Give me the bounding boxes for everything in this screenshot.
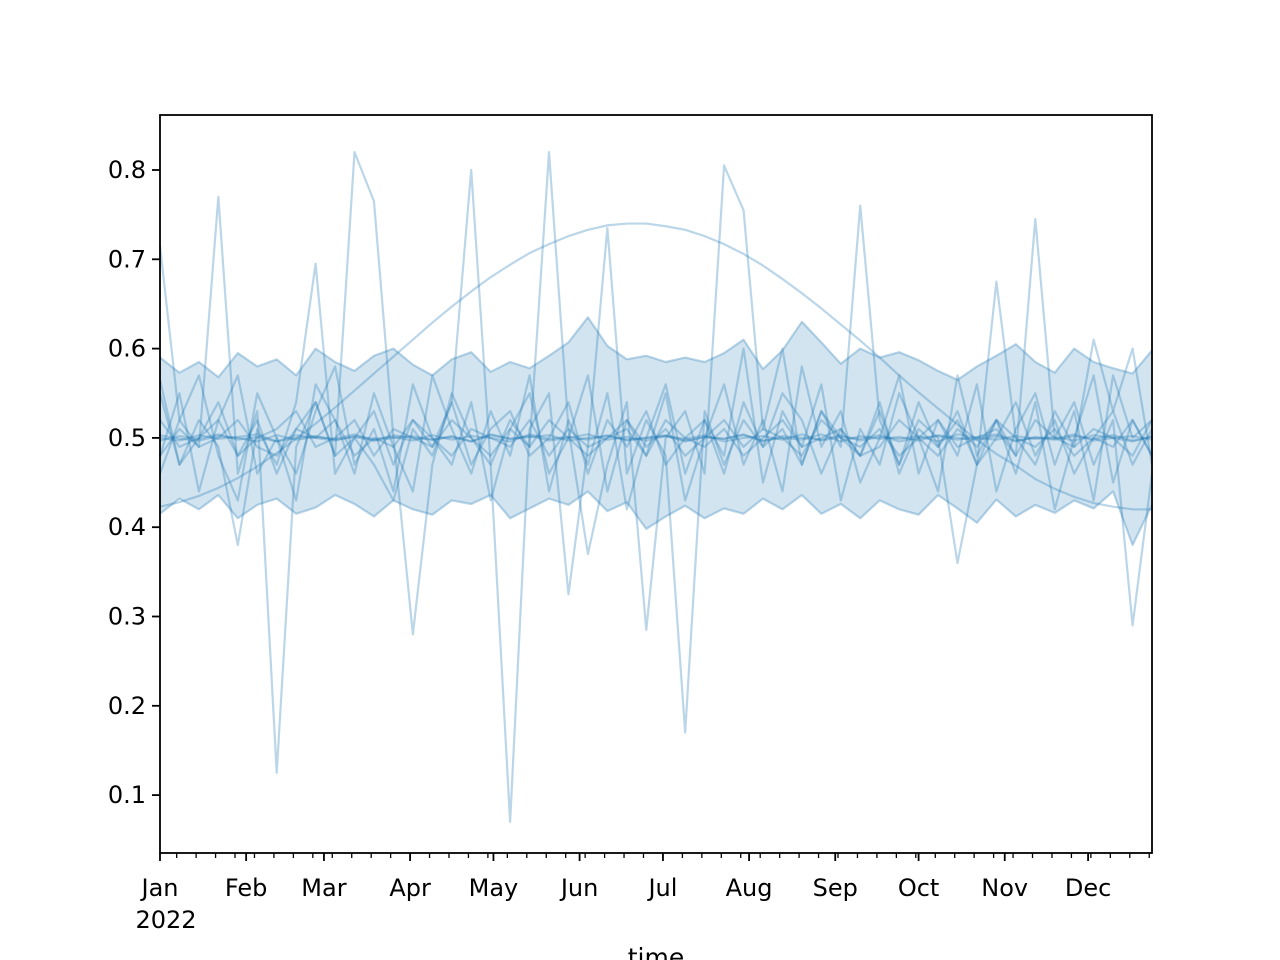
y-tick-label: 0.8 <box>108 156 146 184</box>
series-layer <box>158 151 1154 823</box>
y-tick-label: 0.1 <box>108 781 146 809</box>
y-tick-label: 0.2 <box>108 692 146 720</box>
x-tick-label: Jul <box>646 874 677 902</box>
ticks-layer: 0.8 0.7 0.6 0.5 0.4 0.3 0.2 0.1 Jan 2022 Feb Mar Apr… <box>108 156 1150 934</box>
series-line-calm-1 <box>158 433 1154 443</box>
x-tick-label: Apr <box>389 874 431 902</box>
x-tick-label: Oct <box>898 874 940 902</box>
x-tick-label: Sep <box>813 874 858 902</box>
series-line-calm-4 <box>158 410 1154 457</box>
axes-layer <box>159 114 1153 854</box>
y-tick-label: 0.5 <box>108 424 146 452</box>
uncertainty-band <box>160 317 1152 546</box>
series-line-calm-2 <box>158 433 1154 443</box>
axes-spines <box>159 114 1153 854</box>
seasonal-curve <box>158 222 1154 511</box>
y-tick-label: 0.3 <box>108 603 146 631</box>
series-line-medium-3 <box>158 378 1154 475</box>
series-line-medium-2 <box>158 365 1154 502</box>
x-tick-label: Aug <box>726 874 773 902</box>
x-tick-label: Dec <box>1065 874 1111 902</box>
x-tick-label: May <box>469 874 519 902</box>
band-lower-line <box>158 490 1154 547</box>
band-upper-line <box>158 316 1154 381</box>
y-tick-label: 0.7 <box>108 245 146 273</box>
series-line-volatile-2 <box>158 151 1154 631</box>
series-line-calm-5 <box>158 418 1154 457</box>
series-line-medium-1 <box>158 347 1154 511</box>
x-axis-label: time <box>628 943 684 960</box>
x-tick-label: Jan <box>140 874 179 902</box>
series-line-calm-3 <box>158 433 1154 443</box>
y-tick-label: 0.6 <box>108 335 146 363</box>
x-tick-label: Jun <box>559 874 599 902</box>
year-label: 2022 <box>135 906 196 934</box>
x-tick-label: Mar <box>301 874 346 902</box>
series-line-volatile-1 <box>158 151 1154 823</box>
uncertainty-band-layer <box>158 316 1154 547</box>
y-tick-label: 0.4 <box>108 513 146 541</box>
x-tick-label: Nov <box>981 874 1028 902</box>
x-tick-label: Feb <box>225 874 268 902</box>
